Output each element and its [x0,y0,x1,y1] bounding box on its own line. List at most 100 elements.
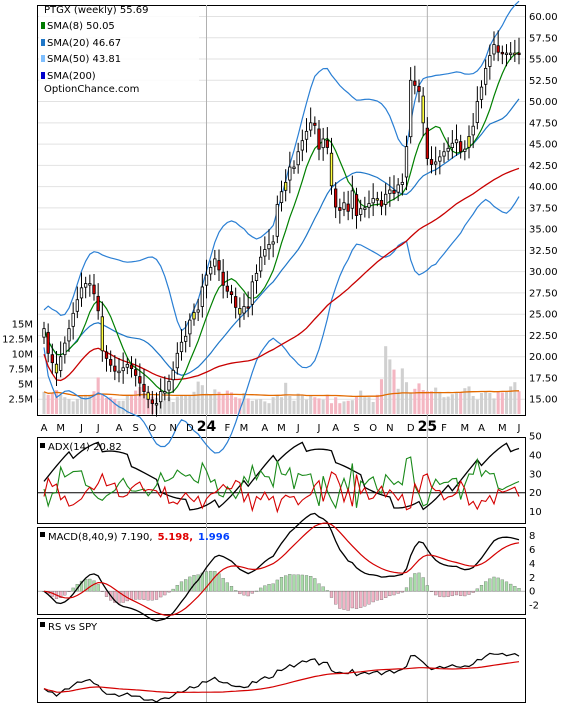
macd-histogram-bar [167,591,171,593]
macd-histogram-bar [242,591,246,596]
volume-bar [192,391,196,414]
adx-title: ADX(14) 20.82 [48,442,122,453]
volume-bar [400,368,404,414]
candle-body [46,331,50,354]
axis-labels: 60.00 57.50 55.00 52.50 50.00 47.50 45.00 42.50… [2,12,558,612]
candle-body [338,207,342,211]
volume-bar [217,391,221,414]
macd-histogram-bar [67,591,71,592]
macd-histogram-bar [313,578,317,592]
candle-body [434,161,438,165]
candle-body [163,391,167,394]
legend-label-sma8: SMA(8) 50.05 [47,21,115,32]
macd-histogram-bar [134,591,138,600]
volume-tick-label: 10M [12,350,33,361]
macd-histogram-bar [59,591,63,598]
legend-box [39,6,199,92]
candle-body [188,319,192,335]
volume-bar [50,392,54,414]
macd-histogram-bar [263,585,267,592]
adx-tick-label: 40 [529,451,542,462]
volume-bar [513,382,517,414]
volume-bar [404,382,409,414]
volume-bar [263,401,267,414]
candle-body [471,125,475,136]
candle-body [75,299,79,312]
volume-bar [96,377,100,414]
month-label: A [261,423,268,434]
macd-histogram-bar [379,591,384,600]
volume-bar [46,394,50,414]
candle-body [346,203,350,212]
macd-histogram-bar [425,585,429,592]
volume-bar [288,396,292,414]
candle-body [104,351,109,359]
candle-body [92,284,96,295]
candle-body [413,80,417,86]
macd-histogram-bar [196,574,200,592]
candle-body [363,207,367,210]
month-label: D [186,423,194,434]
macd-histogram-bar [150,591,154,601]
candle-body [475,101,479,123]
volume-bar [504,391,509,414]
adx-tick-label: 10 [529,507,542,518]
price-tick-label: 60.00 [529,12,558,23]
candle-body [67,328,71,342]
candle-body [479,86,484,100]
volume-bar [463,388,467,414]
candle-body [467,136,471,148]
volume-bar [421,390,425,414]
volume-bar [284,382,288,414]
macd-histogram-bar [259,587,263,592]
price-series [42,0,521,454]
candle-body [459,141,463,153]
candle-body [379,199,384,207]
legend-label-sma20: SMA(20) 46.67 [47,38,121,49]
volume-bar [104,397,109,414]
volume-bar [496,391,500,414]
volume-bar [254,399,259,414]
adx-marker [40,443,45,448]
candle-body [304,130,309,140]
volume-bar [471,396,475,414]
month-label: S [132,423,138,434]
volume-bar [296,393,300,414]
macd-histogram-bar [454,591,459,596]
candle-body [442,151,446,157]
macd-histogram-value: 1.996 [198,532,230,543]
macd-histogram-bar [79,580,84,592]
volume-bar [125,395,129,414]
month-label: J [517,423,521,434]
volume-tick-label: 15M [12,320,33,331]
macd-histogram-bar [429,591,434,592]
candle-body [513,52,517,55]
volume-bar [113,399,117,414]
macd-histogram-bar [138,591,142,600]
volume-bar [363,397,367,414]
candle-body [263,249,267,257]
legend-swatch-sma200 [41,72,45,79]
volume-bar [479,393,484,414]
month-label: O [148,423,156,434]
macd-histogram-bar [288,574,292,592]
macd-histogram-bar [284,575,288,592]
volume-bar [275,395,279,414]
macd-histogram-bar [234,590,238,592]
price-tick-label: 40.00 [529,182,558,193]
volume-bar [163,400,167,414]
volume-bar [200,385,204,414]
volume-bar [492,398,496,414]
candle-body [279,191,284,203]
month-label: O [369,423,377,434]
macd-histogram-bar [238,591,242,595]
macd-histogram-bar [434,591,438,596]
macd-histogram-bar [475,588,479,592]
candle-body [142,383,146,392]
volume-tick-label: 7.5M [8,365,33,376]
volume-bar [371,402,375,414]
candle-body [54,363,59,374]
month-label: A [478,423,485,434]
month-label: M [498,423,507,434]
volume-bar [100,394,104,414]
